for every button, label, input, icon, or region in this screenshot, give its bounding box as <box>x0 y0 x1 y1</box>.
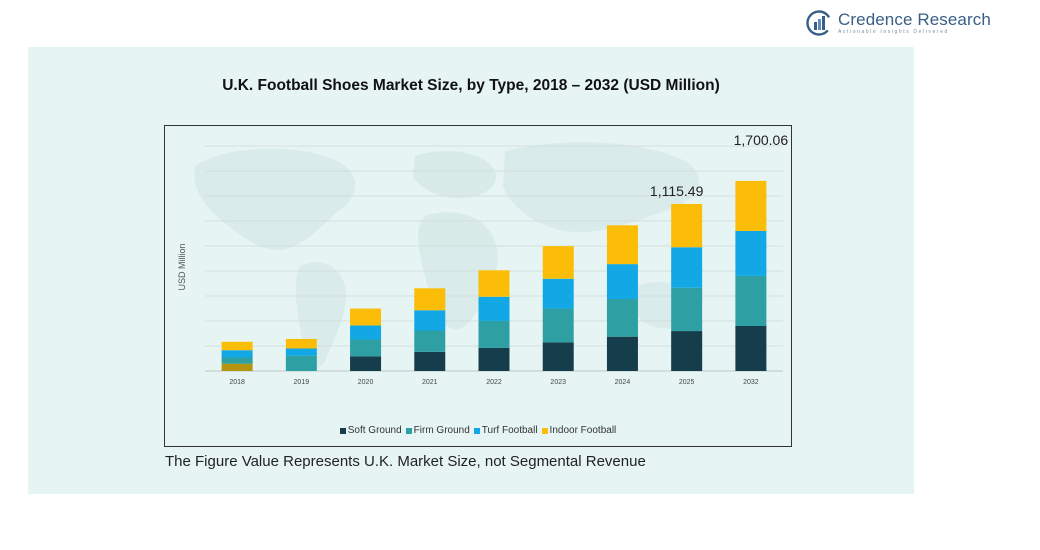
bar-segment-indoor-football-2023 <box>542 246 574 279</box>
legend-label: Turf Football <box>481 425 538 436</box>
legend-swatch <box>541 427 548 434</box>
bar-segment-soft-ground-2020 <box>350 356 382 371</box>
bar-segment-soft-ground-2021 <box>414 351 446 371</box>
bar-segment-firm-ground-2022 <box>478 320 510 348</box>
bar-segment-indoor-football-2022 <box>478 270 510 297</box>
bar-segment-soft-ground-2024 <box>606 336 638 371</box>
bar-segment-firm-ground-2018 <box>221 357 253 364</box>
bar-segment-turf-football-2022 <box>478 296 510 321</box>
bar-segment-firm-ground-2019 <box>285 355 317 371</box>
x-tick-label: 2023 <box>550 379 566 386</box>
bar-segment-turf-football-2018 <box>221 350 253 358</box>
x-tick-label: 2019 <box>294 379 310 386</box>
bar-segment-indoor-football-2024 <box>606 225 638 265</box>
legend-swatch <box>339 427 346 434</box>
x-tick-label: 2025 <box>679 379 695 386</box>
x-tick-label: 2020 <box>358 379 374 386</box>
bar-segment-soft-ground-2032 <box>735 326 767 371</box>
bar-segment-firm-ground-2023 <box>542 308 574 343</box>
legend: Soft Ground Firm Ground Turf Football Indoo… <box>165 425 791 436</box>
x-tick-label: 2022 <box>486 379 502 386</box>
bar-segment-turf-football-2024 <box>606 264 638 299</box>
brand-name: Credence Research <box>838 10 991 29</box>
brand-logo: Credence Research Actionable Insights De… <box>806 10 991 36</box>
bar-segment-indoor-football-2019 <box>285 338 317 349</box>
brand-tagline: Actionable Insights Delivered <box>838 29 949 35</box>
x-tick-label: 2021 <box>422 379 438 386</box>
footnote: The Figure Value Represents U.K. Market … <box>165 453 646 470</box>
bar-segment-turf-football-2023 <box>542 278 574 309</box>
chart-panel: U.K. Football Shoes Market Size, by Type… <box>28 47 914 494</box>
bar-segment-soft-ground-2025 <box>671 331 703 371</box>
bar-segment-indoor-football-2021 <box>414 288 446 311</box>
data-label-2025: 1,115.49 <box>650 183 704 199</box>
legend-item-soft-ground: Soft Ground <box>339 425 402 436</box>
bar-segment-firm-ground-2032 <box>735 275 767 326</box>
bar-segment-firm-ground-2024 <box>606 299 638 337</box>
x-tick-label: 2018 <box>229 379 245 386</box>
bars <box>221 180 767 371</box>
chart-frame: 1,115.49 1,700.06 2018 2019 2020 2021 2022 202… <box>164 125 792 447</box>
legend-label: Firm Ground <box>413 425 470 436</box>
x-tick-labels: 2018 2019 2020 2021 2022 2023 2024 2025 2032 <box>229 379 758 386</box>
legend-item-indoor-football: Indoor Football <box>541 425 617 436</box>
legend-item-turf-football: Turf Football <box>473 425 538 436</box>
bar-segment-firm-ground-2020 <box>350 339 382 357</box>
legend-label: Soft Ground <box>347 425 402 436</box>
chart-plot: 1,115.49 1,700.06 2018 2019 2020 2021 2022 202… <box>177 132 788 386</box>
bar-segment-soft-ground-2023 <box>542 342 574 371</box>
bar-segment-firm-ground-2021 <box>414 330 446 352</box>
x-tick-label: 2024 <box>615 379 631 386</box>
y-axis-label: USD Million <box>177 243 187 290</box>
bar-segment-indoor-football-2018 <box>221 341 253 351</box>
data-labels: 1,115.49 1,700.06 <box>650 132 788 199</box>
bar-segment-turf-football-2021 <box>414 310 446 331</box>
bar-segment-indoor-football-2025 <box>671 203 703 248</box>
bar-segment-turf-football-2019 <box>285 348 317 356</box>
chart-title: U.K. Football Shoes Market Size, by Type… <box>222 77 720 94</box>
legend-swatch <box>405 427 412 434</box>
data-label-2032: 1,700.06 <box>734 132 789 148</box>
legend-item-firm-ground: Firm Ground <box>405 425 470 436</box>
legend-label: Indoor Football <box>549 425 617 436</box>
logo-icon <box>806 10 832 36</box>
bar-segment-turf-football-2020 <box>350 325 382 340</box>
x-tick-label: 2032 <box>743 379 759 386</box>
bar-segment-turf-football-2025 <box>671 247 703 288</box>
bar-segment-firm-ground-2025 <box>671 287 703 332</box>
bar-segment-soft-ground-2018 <box>221 363 253 371</box>
bar-segment-soft-ground-2022 <box>478 347 510 371</box>
bar-segment-turf-football-2032 <box>735 230 767 276</box>
bar-segment-indoor-football-2020 <box>350 308 382 326</box>
bar-segment-indoor-football-2032 <box>735 180 767 231</box>
legend-swatch <box>473 427 480 434</box>
